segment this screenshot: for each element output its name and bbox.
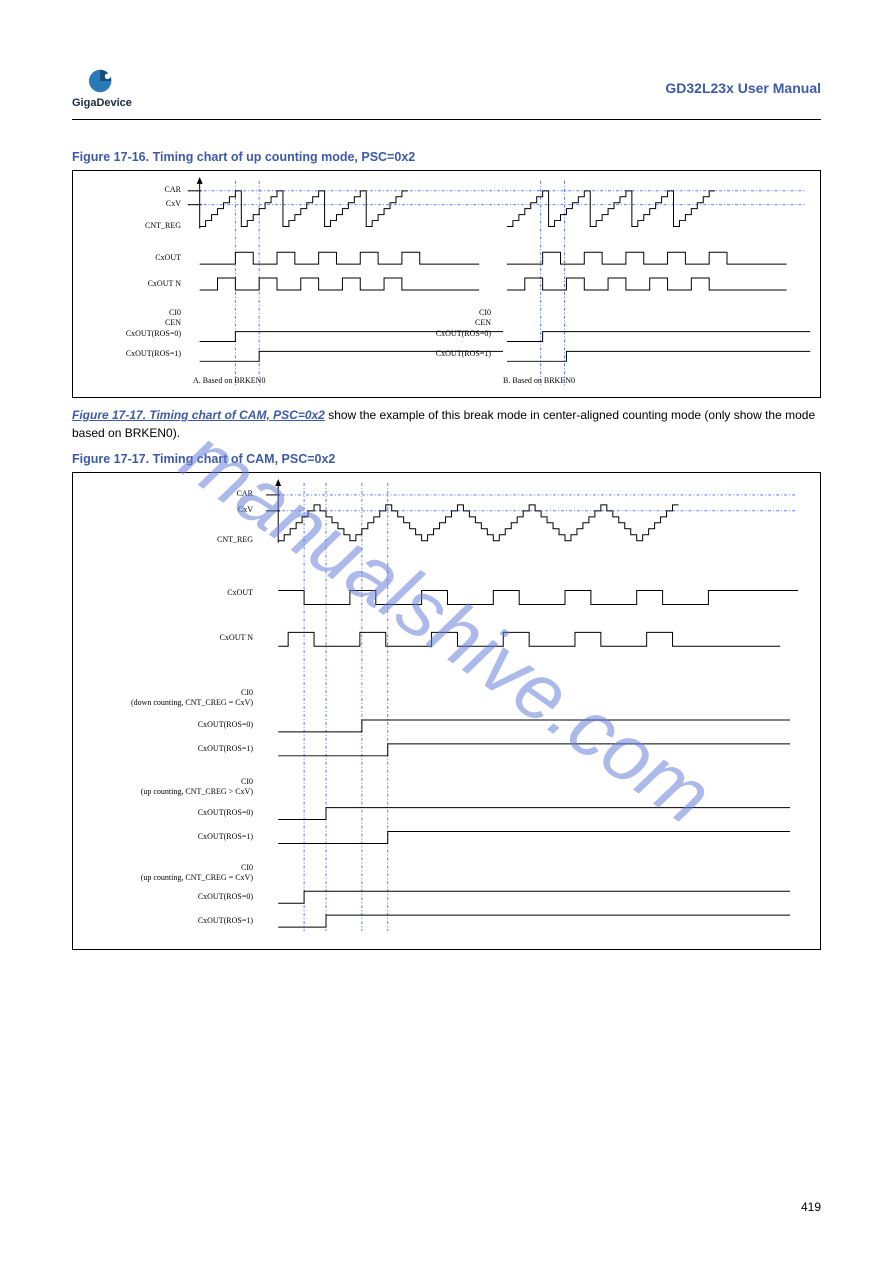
main-content: Figure 17-16. Timing chart of up countin…	[72, 140, 821, 950]
f2-down: (down counting, CNT_CREG = CxV)	[81, 698, 253, 707]
f2-l3a: CxOUT(ROS=0)	[133, 892, 253, 901]
f1-ros1-a: CxOUT(ROS=1)	[83, 349, 181, 358]
body-para: Figure 17-17. Timing chart of CAM, PSC=0…	[72, 406, 821, 442]
figure2-title: Figure 17-17. Timing chart of CAM, PSC=0…	[72, 452, 821, 466]
figure-link[interactable]: Figure 17-17. Timing chart of CAM, PSC=0…	[72, 408, 325, 422]
f2-up: (up counting, CNT_CREG > CxV)	[81, 787, 253, 796]
figure2-box: CAR CxV CNT_REG CxOUT CxOUT N CI0 (down …	[72, 472, 821, 950]
f2-cxv: CxV	[133, 505, 253, 514]
f2-upeq: (up counting, CNT_CREG = CxV)	[81, 873, 253, 882]
f1-cen-b: CEN	[393, 318, 491, 327]
f2-car: CAR	[133, 489, 253, 498]
f2-l1b: CxOUT(ROS=1)	[133, 744, 253, 753]
f1-ros0-b: CxOUT(ROS=0)	[393, 329, 491, 338]
f2-cxout: CxOUT	[133, 588, 253, 597]
f2-ci0-1: CI0	[133, 688, 253, 697]
f1-cxoutn: CxOUT N	[83, 279, 181, 288]
f1-cnt: CNT_REG	[83, 221, 181, 230]
f2-l2b: CxOUT(ROS=1)	[133, 832, 253, 841]
page-header: GigaDevice GD32L23x User Manual	[72, 56, 821, 120]
f1-cxout: CxOUT	[83, 253, 181, 262]
f2-ci0-2: CI0	[133, 777, 253, 786]
f1-sub-b: B. Based on BRKEN0	[503, 376, 703, 385]
f2-l1a: CxOUT(ROS=0)	[133, 720, 253, 729]
figure1-title: Figure 17-16. Timing chart of up countin…	[72, 150, 821, 164]
f1-car: CAR	[83, 185, 181, 194]
f2-l2a: CxOUT(ROS=0)	[133, 808, 253, 817]
f1-ci0-a: CI0	[83, 308, 181, 317]
f1-ci0-b: CI0	[393, 308, 491, 317]
f1-cen-a: CEN	[83, 318, 181, 327]
page-number: 419	[801, 1200, 821, 1214]
logo-text: GigaDevice	[72, 97, 132, 109]
f1-ros0-a: CxOUT(ROS=0)	[83, 329, 181, 338]
f2-cnt: CNT_REG	[133, 535, 253, 544]
figure1-svg	[73, 171, 820, 397]
f2-ci0-3: CI0	[133, 863, 253, 872]
f1-sub-a: A. Based on BRKEN0	[193, 376, 393, 385]
logo: GigaDevice	[72, 67, 132, 109]
doc-title: GD32L23x User Manual	[665, 80, 821, 96]
f2-l3b: CxOUT(ROS=1)	[133, 916, 253, 925]
gigadevice-logo-icon	[83, 67, 121, 95]
f2-cxoutn: CxOUT N	[133, 633, 253, 642]
f1-ros1-b: CxOUT(ROS=1)	[393, 349, 491, 358]
figure1-box: CAR CxV CNT_REG CxOUT CxOUT N CI0 CEN Cx…	[72, 170, 821, 398]
f1-cxv: CxV	[83, 199, 181, 208]
